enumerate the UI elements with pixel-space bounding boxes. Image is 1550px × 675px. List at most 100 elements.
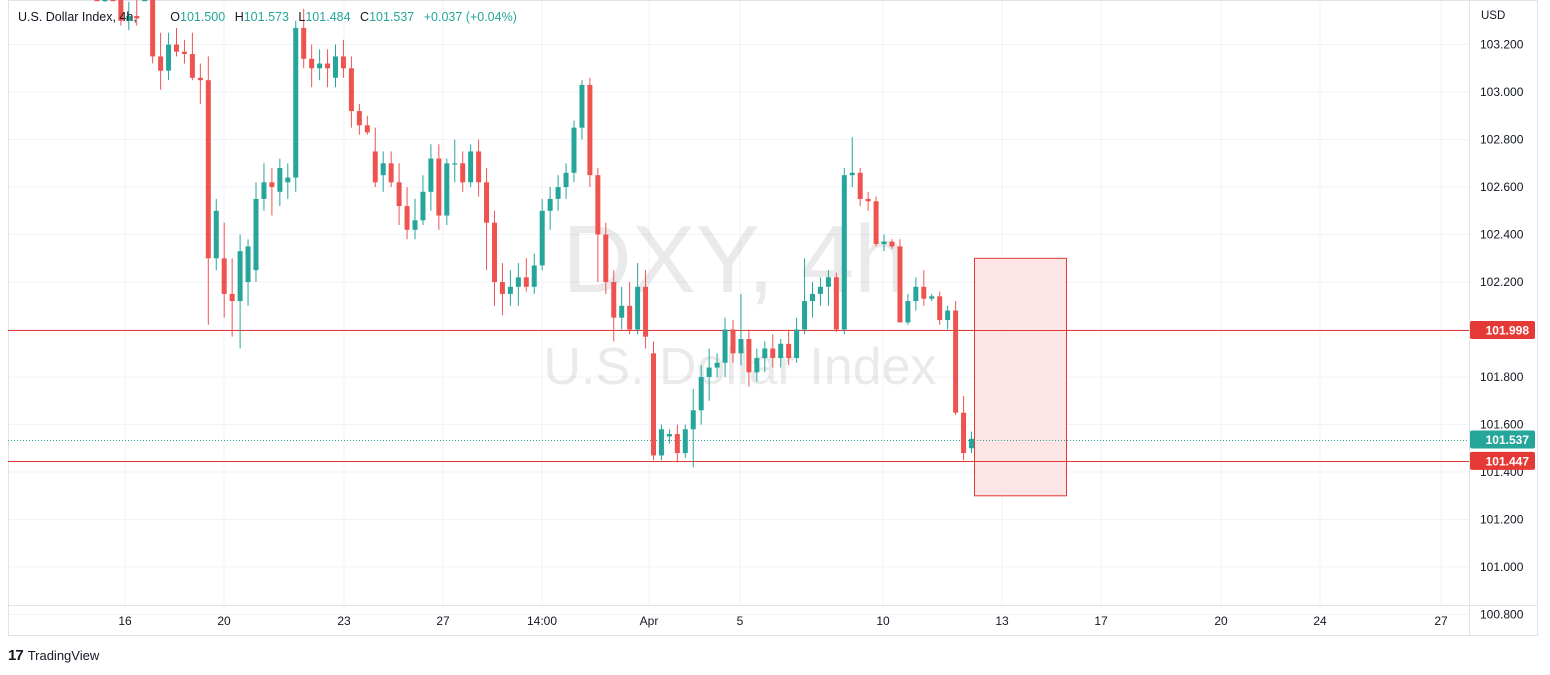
candle[interactable] [317,49,323,81]
footer-brand[interactable]: 17 TradingView [8,647,99,664]
candle[interactable] [651,341,656,461]
candle[interactable] [253,182,259,283]
candle[interactable] [436,144,442,230]
candle[interactable] [539,198,545,271]
candle[interactable] [571,120,577,183]
candle[interactable] [444,158,450,226]
candle[interactable] [460,151,466,192]
candle[interactable] [348,56,354,128]
candle[interactable] [333,44,338,88]
candle[interactable] [611,270,617,342]
candle[interactable] [969,431,974,454]
candle[interactable] [698,365,704,425]
candle[interactable] [563,163,569,199]
candle[interactable] [762,341,768,373]
candle[interactable] [547,187,553,230]
candle[interactable] [476,139,482,197]
candle[interactable] [738,293,744,366]
candle[interactable] [221,222,227,318]
candle[interactable] [301,8,307,69]
candle[interactable] [531,253,537,294]
candle[interactable] [817,277,823,306]
candle[interactable] [841,168,847,335]
candle[interactable] [746,329,752,387]
candle[interactable] [810,282,815,318]
candle[interactable] [197,63,203,104]
candle[interactable] [309,44,315,88]
candle[interactable] [174,27,179,57]
candle[interactable] [674,424,680,463]
candle[interactable] [404,187,410,240]
candle[interactable] [94,0,100,2]
candle[interactable] [786,329,792,366]
candle[interactable] [627,282,633,335]
candle[interactable] [555,175,561,211]
candle[interactable] [929,293,935,302]
candle[interactable] [189,32,195,81]
candle[interactable] [825,270,831,306]
candle[interactable] [492,210,497,306]
candle[interactable] [635,263,641,335]
candle[interactable] [770,334,776,368]
candle[interactable] [666,429,672,444]
candle[interactable] [897,239,903,323]
candle[interactable] [372,127,378,188]
candle[interactable] [468,144,474,188]
candle[interactable] [110,0,116,2]
candle[interactable] [166,32,172,81]
candle[interactable] [484,168,490,271]
candle[interactable] [118,0,124,26]
candle[interactable] [356,103,362,135]
candle[interactable] [102,0,108,2]
candle[interactable] [690,388,696,468]
candle[interactable] [682,424,688,458]
candle[interactable] [150,0,156,64]
candle[interactable] [587,77,593,188]
candle[interactable] [396,163,402,226]
candle[interactable] [921,270,927,306]
candle[interactable] [237,234,243,349]
candle[interactable] [714,353,720,378]
candle[interactable] [643,270,649,349]
candle[interactable] [603,222,609,294]
candle[interactable] [213,198,219,271]
candle[interactable] [961,396,967,461]
candle[interactable] [380,151,386,192]
candle[interactable] [905,293,911,325]
candle[interactable] [937,291,943,325]
candle[interactable] [953,301,959,416]
candle[interactable] [865,191,871,211]
candle[interactable] [515,263,521,306]
candle[interactable] [142,0,148,2]
candle[interactable] [794,317,800,363]
candle[interactable] [913,277,919,311]
candle[interactable] [778,339,784,368]
candle[interactable] [269,168,275,216]
candle[interactable] [945,305,951,330]
candle[interactable] [881,234,887,252]
candle[interactable] [181,39,187,64]
candle[interactable] [507,270,513,306]
candle[interactable] [126,1,132,31]
candle[interactable] [420,175,426,226]
candle[interactable] [802,258,808,335]
candle[interactable] [245,239,251,306]
candle[interactable] [499,263,505,316]
candle[interactable] [134,0,140,26]
candle[interactable] [658,424,664,461]
candle[interactable] [579,80,585,140]
candle[interactable] [889,239,895,249]
candle[interactable] [754,348,760,382]
highlight-zone[interactable] [974,257,1067,497]
candle[interactable] [158,32,164,90]
candle[interactable] [722,317,728,378]
candle[interactable] [285,163,291,199]
candle[interactable] [412,198,418,240]
candle[interactable] [706,348,712,401]
candle[interactable] [452,139,458,183]
candle[interactable] [205,56,211,325]
candle[interactable] [229,258,235,337]
candle[interactable] [833,272,839,332]
candle[interactable] [428,144,434,211]
candle[interactable] [849,137,855,188]
